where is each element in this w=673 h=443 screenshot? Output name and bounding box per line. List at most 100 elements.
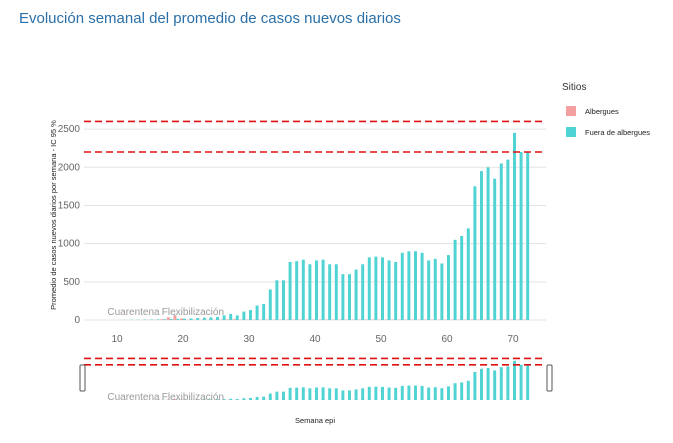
mini-bar-fuera-de-albergues bbox=[407, 385, 411, 400]
bar-fuera-de-albergues bbox=[427, 260, 431, 320]
bar-fuera-de-albergues bbox=[486, 167, 490, 320]
bar-fuera-de-albergues bbox=[506, 159, 510, 320]
mini-bar-fuera-de-albergues bbox=[295, 387, 299, 400]
x-tick-label: 10 bbox=[111, 334, 123, 345]
bar-fuera-de-albergues bbox=[229, 313, 233, 320]
bar-fuera-de-albergues bbox=[282, 280, 285, 320]
bar-fuera-de-albergues bbox=[321, 259, 325, 320]
annotation-label: Cuarentena bbox=[107, 307, 160, 318]
range-handle-left[interactable] bbox=[79, 364, 86, 392]
bar-fuera-de-albergues bbox=[361, 264, 365, 320]
mini-bar-fuera-de-albergues bbox=[453, 383, 457, 400]
legend-item-fuera-de-albergues[interactable]: Fuera de albergues bbox=[566, 127, 650, 137]
bar-fuera-de-albergues bbox=[440, 263, 444, 320]
mini-bar-albergues bbox=[166, 399, 170, 400]
mini-bar-fuera-de-albergues bbox=[321, 387, 325, 400]
mini-bar-fuera-de-albergues bbox=[440, 388, 444, 400]
bar-fuera-de-albergues bbox=[183, 318, 186, 320]
mini-bar-fuera-de-albergues bbox=[341, 390, 345, 400]
mini-bar-fuera-de-albergues bbox=[315, 387, 318, 400]
mini-bar-fuera-de-albergues bbox=[235, 399, 239, 400]
legend-label-albergues: Albergues bbox=[585, 106, 619, 116]
mini-bar-fuera-de-albergues bbox=[519, 364, 523, 400]
legend-item-albergues[interactable]: Albergues bbox=[566, 106, 619, 116]
x-tick-label: 30 bbox=[243, 334, 255, 345]
mini-bar-fuera-de-albergues bbox=[526, 364, 530, 400]
x-tick-label: 60 bbox=[441, 334, 453, 345]
bar-albergues bbox=[160, 319, 164, 320]
mini-bar-fuera-de-albergues bbox=[460, 382, 464, 400]
mini-bar-fuera-de-albergues bbox=[486, 368, 490, 400]
bar-fuera-de-albergues bbox=[189, 318, 193, 320]
bar-fuera-de-albergues bbox=[499, 163, 503, 320]
mini-bar-fuera-de-albergues bbox=[400, 385, 404, 400]
y-tick-label: 2000 bbox=[58, 162, 81, 173]
mini-bar-fuera-de-albergues bbox=[262, 396, 266, 400]
mini-bar-fuera-de-albergues bbox=[466, 380, 470, 400]
bar-fuera-de-albergues bbox=[169, 319, 173, 320]
bar-fuera-de-albergues bbox=[163, 319, 167, 320]
bar-albergues bbox=[166, 317, 170, 320]
mini-bar-fuera-de-albergues bbox=[427, 387, 431, 400]
bar-fuera-de-albergues bbox=[400, 252, 404, 320]
y-tick-label: 1000 bbox=[58, 239, 81, 250]
legend-swatch-albergues bbox=[566, 106, 576, 116]
mini-bar-fuera-de-albergues bbox=[420, 385, 424, 400]
mini-bar-fuera-de-albergues bbox=[473, 372, 477, 400]
legend-label-fuera-de-albergues: Fuera de albergues bbox=[585, 127, 651, 137]
bar-fuera-de-albergues bbox=[466, 228, 470, 320]
bar-fuera-de-albergues bbox=[301, 259, 305, 320]
bar-fuera-de-albergues bbox=[526, 152, 530, 320]
mini-bar-fuera-de-albergues bbox=[275, 391, 279, 400]
bar-fuera-de-albergues bbox=[473, 186, 477, 320]
bar-fuera-de-albergues bbox=[275, 280, 279, 320]
bar-fuera-de-albergues bbox=[513, 132, 516, 320]
mini-bar-fuera-de-albergues bbox=[499, 367, 503, 400]
mini-bar-fuera-de-albergues bbox=[334, 388, 338, 400]
bar-fuera-de-albergues bbox=[447, 255, 450, 320]
bar-fuera-de-albergues bbox=[308, 264, 312, 320]
mini-bar-fuera-de-albergues bbox=[433, 387, 437, 400]
bar-fuera-de-albergues bbox=[249, 310, 252, 320]
mini-bar-fuera-de-albergues bbox=[348, 390, 351, 400]
mini-bar-fuera-de-albergues bbox=[216, 399, 219, 400]
bar-fuera-de-albergues bbox=[288, 261, 292, 320]
bar-fuera-de-albergues bbox=[354, 269, 358, 320]
mini-bar-fuera-de-albergues bbox=[394, 387, 398, 400]
mini-bar-fuera-de-albergues bbox=[480, 368, 483, 400]
y-axis-title: Promedio de casos nuevos diarios por sem… bbox=[49, 120, 58, 310]
legend-swatch-fuera-de-albergues bbox=[566, 127, 576, 137]
range-handle-right[interactable] bbox=[546, 364, 553, 392]
mini-bar-fuera-de-albergues bbox=[242, 398, 246, 400]
x-axis-title: Semana epi bbox=[295, 416, 335, 425]
mini-bar-albergues bbox=[173, 399, 177, 400]
bar-albergues bbox=[232, 319, 236, 320]
bar-fuera-de-albergues bbox=[222, 315, 226, 320]
bar-fuera-de-albergues bbox=[315, 260, 318, 320]
bar-albergues bbox=[180, 318, 183, 320]
bar-fuera-de-albergues bbox=[328, 264, 332, 320]
mini-bar-fuera-de-albergues bbox=[381, 386, 384, 400]
bar-fuera-de-albergues bbox=[453, 239, 457, 320]
x-tick-label: 40 bbox=[309, 334, 321, 345]
mini-bar-fuera-de-albergues bbox=[354, 389, 358, 400]
mini-bar-fuera-de-albergues bbox=[328, 388, 332, 400]
mini-bar-fuera-de-albergues bbox=[506, 366, 510, 400]
bar-fuera-de-albergues bbox=[216, 316, 219, 320]
y-tick-label: 1500 bbox=[58, 200, 81, 211]
bar-fuera-de-albergues bbox=[295, 261, 299, 320]
x-tick-label: 70 bbox=[507, 334, 519, 345]
bar-fuera-de-albergues bbox=[341, 274, 345, 320]
mini-bar-fuera-de-albergues bbox=[222, 399, 226, 400]
mini-annotation-label: Flexibilización bbox=[162, 392, 224, 403]
mini-bar-fuera-de-albergues bbox=[268, 393, 272, 400]
bar-fuera-de-albergues bbox=[255, 305, 259, 320]
bar-fuera-de-albergues bbox=[367, 257, 371, 320]
bar-fuera-de-albergues bbox=[387, 260, 391, 320]
mini-bar-fuera-de-albergues bbox=[387, 387, 391, 400]
mini-bar-fuera-de-albergues bbox=[447, 386, 450, 400]
mini-annotation-label: Cuarentena bbox=[107, 392, 160, 403]
y-tick-label: 500 bbox=[63, 277, 80, 288]
bar-fuera-de-albergues bbox=[262, 303, 266, 320]
x-tick-label: 50 bbox=[375, 334, 387, 345]
